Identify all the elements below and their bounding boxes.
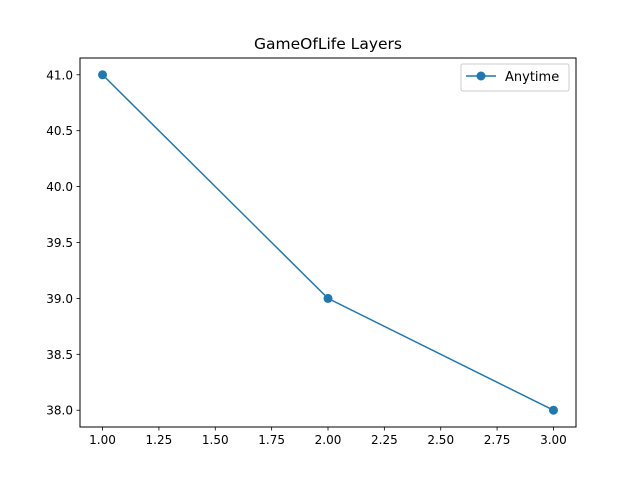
y-tick-label: 41.0 bbox=[46, 68, 73, 82]
data-point bbox=[323, 293, 333, 303]
y-tick-label: 40.0 bbox=[46, 180, 73, 194]
y-tick-label: 38.0 bbox=[46, 404, 73, 418]
y-tick-label: 40.5 bbox=[46, 124, 73, 138]
x-tick-label: 1.00 bbox=[89, 433, 116, 447]
series-line-anytime bbox=[102, 74, 554, 411]
x-tick-label: 1.50 bbox=[202, 433, 229, 447]
legend: Anytime bbox=[460, 63, 570, 92]
y-tick-label: 38.5 bbox=[46, 348, 73, 362]
legend-box bbox=[460, 63, 570, 92]
plot-area-frame bbox=[79, 57, 577, 428]
series-layer bbox=[98, 70, 558, 415]
x-tick-label: 2.50 bbox=[427, 433, 454, 447]
x-tick-label: 1.25 bbox=[146, 433, 173, 447]
chart-title: GameOfLife Layers bbox=[254, 35, 402, 53]
x-tick-label: 2.00 bbox=[315, 433, 342, 447]
x-tick-label: 1.75 bbox=[258, 433, 285, 447]
data-point bbox=[98, 70, 108, 80]
x-axis: 1.00 1.25 1.50 1.75 2.00 2.25 2.50 2.75 3.00 bbox=[89, 427, 567, 447]
y-tick-label: 39.0 bbox=[46, 292, 73, 306]
data-point bbox=[548, 405, 558, 415]
y-tick-label: 39.5 bbox=[46, 236, 73, 250]
legend-label-anytime: Anytime bbox=[505, 70, 559, 85]
legend-marker-swatch bbox=[476, 71, 486, 81]
y-axis: 38.0 38.5 39.0 39.5 40.0 40.5 41.0 bbox=[46, 68, 80, 418]
x-tick-label: 2.25 bbox=[371, 433, 398, 447]
x-tick-label: 3.00 bbox=[540, 433, 567, 447]
x-tick-label: 2.75 bbox=[484, 433, 511, 447]
